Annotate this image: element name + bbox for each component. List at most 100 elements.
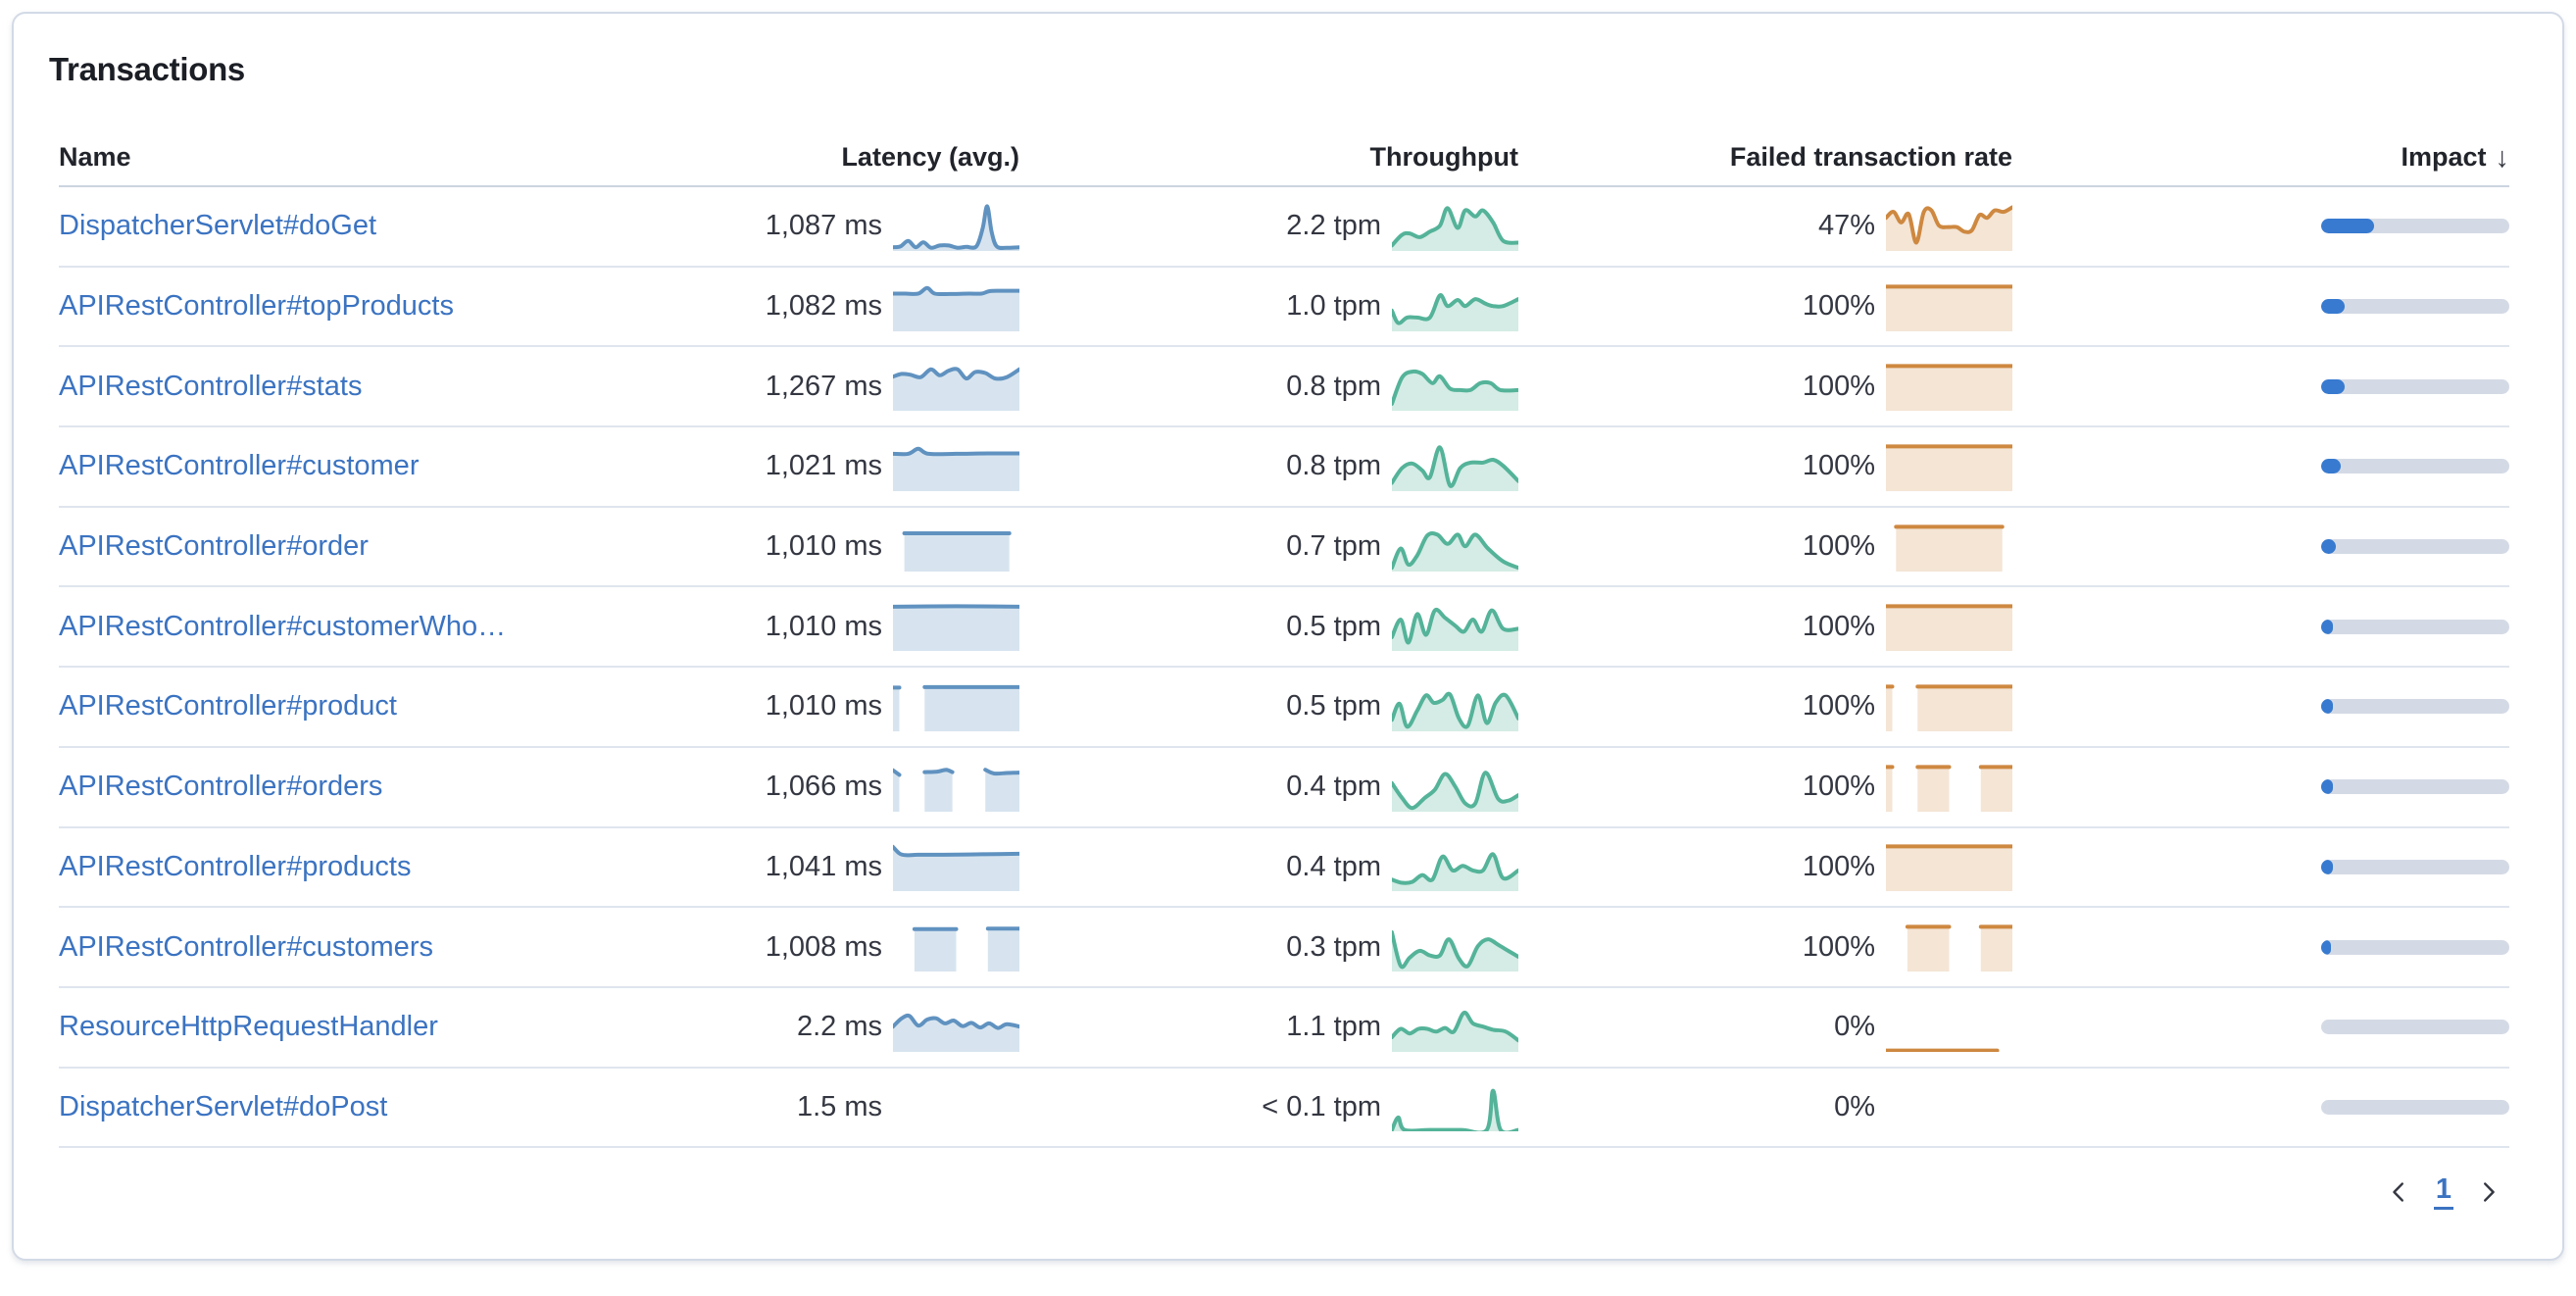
failed-rate-sparkline xyxy=(1886,922,2014,972)
throughput-value: < 0.1 tpm xyxy=(1262,1090,1381,1122)
table-row: APIRestController#customer 1,021 ms 0.8 … xyxy=(59,427,2509,508)
failed-rate-sparkline xyxy=(1884,602,2014,652)
impact-bar xyxy=(2321,299,2509,315)
failed-rate-sparkline xyxy=(1884,282,2014,331)
table-row: APIRestController#customers 1,008 ms 0.3… xyxy=(59,908,2509,988)
throughput-sparkline xyxy=(1390,763,1520,812)
transaction-link[interactable]: APIRestController#order xyxy=(59,530,369,563)
latency-sparkline xyxy=(893,523,1019,572)
throughput-value: 1.0 tpm xyxy=(1286,290,1381,323)
throughput-value: 1.1 tpm xyxy=(1286,1011,1381,1043)
column-header-name[interactable]: Name xyxy=(59,142,131,172)
failed-rate-sparkline xyxy=(1884,763,2014,812)
impact-bar xyxy=(2321,219,2509,234)
table-row: APIRestController#order 1,010 ms 0.7 tpm… xyxy=(59,508,2509,588)
latency-sparkline xyxy=(891,763,1021,812)
failed-rate-value: 100% xyxy=(1802,610,1875,642)
table-row: APIRestController#customerWho… 1,010 ms … xyxy=(59,587,2509,669)
impact-bar-fill xyxy=(2321,539,2337,555)
impact-bar xyxy=(2321,378,2509,394)
failed-rate-value: 47% xyxy=(1817,210,1875,242)
next-page-button[interactable] xyxy=(2468,1171,2509,1213)
column-header-throughput[interactable]: Throughput xyxy=(1369,142,1518,172)
latency-sparkline xyxy=(891,602,1021,652)
impact-bar-fill xyxy=(2321,299,2345,315)
latency-value: 1,021 ms xyxy=(765,450,882,482)
throughput-sparkline xyxy=(1390,682,1520,731)
latency-sparkline xyxy=(891,682,1021,731)
latency-sparkline xyxy=(891,282,1021,331)
transaction-link[interactable]: APIRestController#products xyxy=(59,850,412,882)
table-body: DispatcherServlet#doGet 1,087 ms 2.2 tpm… xyxy=(59,187,2509,1149)
throughput-value: 0.7 tpm xyxy=(1286,530,1381,563)
impact-bar-fill xyxy=(2321,779,2333,795)
failed-rate-sparkline xyxy=(1884,442,2014,491)
column-header-latency[interactable]: Latency (avg.) xyxy=(841,142,1019,172)
latency-value: 1,041 ms xyxy=(765,850,882,882)
transactions-panel: Transactions Name Latency (avg.) Through… xyxy=(12,12,2564,1261)
failed-rate-sparkline xyxy=(1884,202,2014,251)
transaction-link[interactable]: ResourceHttpRequestHandler xyxy=(59,1011,438,1043)
failed-rate-value: 100% xyxy=(1802,850,1875,882)
failed-rate-sparkline xyxy=(1886,523,2012,572)
transaction-link[interactable]: APIRestController#topProducts xyxy=(59,290,454,323)
transaction-link[interactable]: APIRestController#orders xyxy=(59,771,383,803)
table-row: ResourceHttpRequestHandler 2.2 ms 1.1 tp… xyxy=(59,988,2509,1069)
failed-rate-sparkline xyxy=(1884,682,2014,731)
latency-value: 1,267 ms xyxy=(765,370,882,402)
latency-value: 1,066 ms xyxy=(765,771,882,803)
impact-bar-fill xyxy=(2321,459,2342,474)
throughput-sparkline xyxy=(1390,442,1520,491)
failed-rate-value: 100% xyxy=(1802,530,1875,563)
transaction-link[interactable]: DispatcherServlet#doGet xyxy=(59,210,376,242)
latency-value: 1,010 ms xyxy=(765,530,882,563)
throughput-value: 0.3 tpm xyxy=(1286,930,1381,963)
failed-rate-sparkline xyxy=(1884,1003,2012,1053)
transaction-link[interactable]: APIRestController#stats xyxy=(59,370,363,402)
latency-value: 1.5 ms xyxy=(796,1090,882,1122)
impact-bar xyxy=(2321,1099,2509,1115)
impact-bar xyxy=(2321,699,2509,715)
impact-label: Impact xyxy=(2401,142,2487,172)
latency-value: 1,082 ms xyxy=(765,290,882,323)
impact-bar-fill xyxy=(2321,859,2333,874)
chevron-left-icon xyxy=(2393,1182,2403,1202)
impact-bar xyxy=(2321,459,2509,474)
impact-bar xyxy=(2321,1020,2509,1035)
column-header-failed-rate[interactable]: Failed transaction rate xyxy=(1729,142,2012,172)
table-row: APIRestController#stats 1,267 ms 0.8 tpm… xyxy=(59,347,2509,428)
transaction-link[interactable]: APIRestController#customers xyxy=(59,930,433,963)
latency-value: 1,008 ms xyxy=(765,930,882,963)
latency-value: 2.2 ms xyxy=(796,1011,882,1043)
failed-rate-value: 0% xyxy=(1834,1011,1875,1043)
throughput-sparkline xyxy=(1390,842,1520,892)
transactions-table: Name Latency (avg.) Throughput Failed tr… xyxy=(59,90,2509,1149)
impact-bar xyxy=(2321,619,2509,634)
throughput-sparkline xyxy=(1390,282,1520,331)
throughput-sparkline xyxy=(1390,1082,1520,1135)
throughput-sparkline xyxy=(1390,362,1520,412)
throughput-value: 0.5 tpm xyxy=(1286,690,1381,723)
current-page-number: 1 xyxy=(2433,1173,2454,1211)
throughput-value: 2.2 tpm xyxy=(1286,210,1381,242)
sort-arrow-down-icon: ↓ xyxy=(2495,142,2510,174)
column-header-impact[interactable]: Impact ↓ xyxy=(2012,142,2509,173)
impact-bar xyxy=(2321,779,2509,795)
throughput-value: 0.4 tpm xyxy=(1286,771,1381,803)
transaction-link[interactable]: DispatcherServlet#doPost xyxy=(59,1090,388,1122)
throughput-value: 0.4 tpm xyxy=(1286,850,1381,882)
failed-rate-value: 100% xyxy=(1802,771,1875,803)
prev-page-button[interactable] xyxy=(2378,1171,2419,1213)
transaction-link[interactable]: APIRestController#customerWho… xyxy=(59,610,507,642)
latency-sparkline xyxy=(891,842,1021,892)
page-1-button[interactable]: 1 xyxy=(2423,1171,2464,1213)
table-row: DispatcherServlet#doGet 1,087 ms 2.2 tpm… xyxy=(59,187,2509,268)
failed-rate-value: 100% xyxy=(1802,690,1875,723)
transaction-link[interactable]: APIRestController#customer xyxy=(59,450,420,482)
throughput-sparkline xyxy=(1390,922,1520,972)
latency-value: 1,087 ms xyxy=(765,210,882,242)
throughput-value: 0.8 tpm xyxy=(1286,450,1381,482)
failed-rate-value: 0% xyxy=(1834,1090,1875,1122)
transaction-link[interactable]: APIRestController#product xyxy=(59,690,397,723)
table-row: APIRestController#products 1,041 ms 0.4 … xyxy=(59,828,2509,909)
